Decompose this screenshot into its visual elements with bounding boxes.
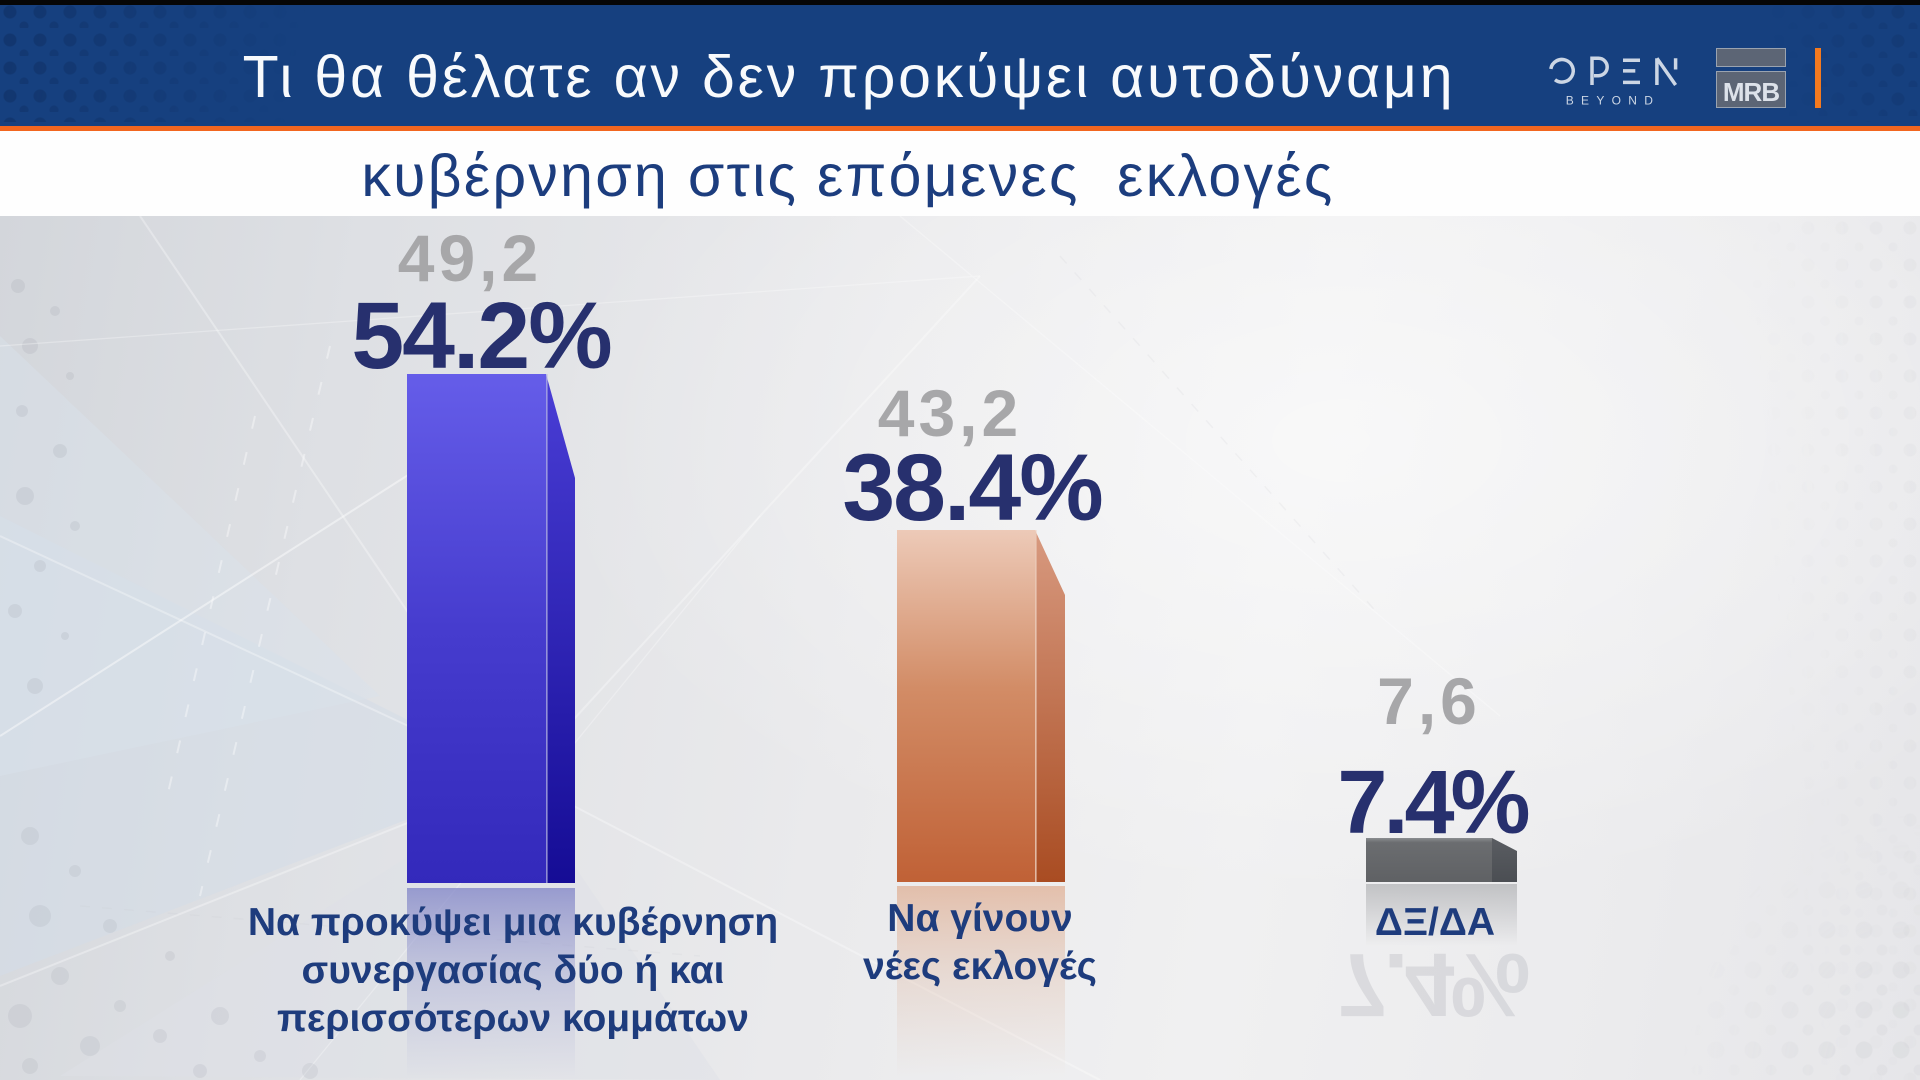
svg-text:BEYOND: BEYOND bbox=[1566, 94, 1660, 108]
